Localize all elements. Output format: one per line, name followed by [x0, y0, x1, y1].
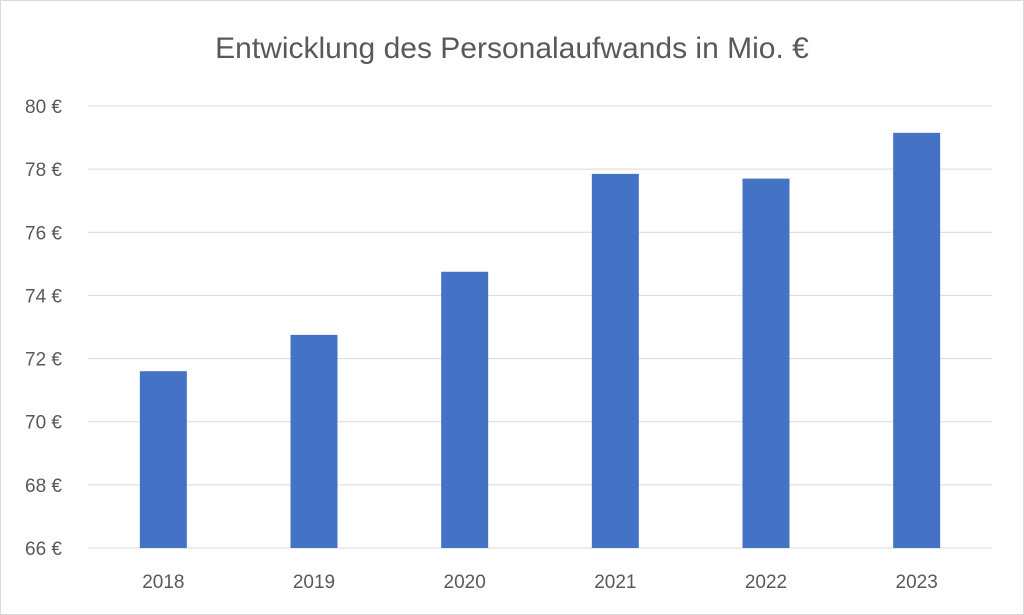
- x-tick-label: 2018: [142, 572, 184, 593]
- x-tick-label: 2023: [896, 572, 938, 593]
- x-axis-tick-labels: 2018 2019 2020 2021 2022 2023: [142, 572, 938, 593]
- bar-2019: [290, 334, 338, 548]
- x-tick-label: 2021: [594, 572, 636, 593]
- x-tick-label: 2020: [444, 572, 486, 593]
- y-axis-tick-labels: 66 € 68 € 70 € 72 € 74 € 76 € 78 € 80 €: [25, 97, 62, 560]
- y-tick-label: 78 €: [25, 160, 62, 181]
- gridlines: [88, 105, 992, 549]
- x-tick-label: 2022: [745, 572, 787, 593]
- bar-2023: [893, 132, 941, 549]
- x-tick-label: 2019: [293, 572, 335, 593]
- bar-2020: [441, 271, 489, 548]
- y-tick-label: 80 €: [25, 97, 62, 118]
- bar-2021: [591, 173, 639, 548]
- y-tick-label: 66 €: [25, 539, 62, 560]
- y-tick-label: 70 €: [25, 413, 62, 434]
- y-tick-label: 72 €: [25, 350, 62, 371]
- chart-title: Entwicklung des Personalaufwands in Mio.…: [215, 32, 809, 65]
- y-tick-label: 68 €: [25, 476, 62, 497]
- y-tick-label: 74 €: [25, 286, 62, 307]
- y-tick-label: 76 €: [25, 223, 62, 244]
- bar-2018: [139, 371, 187, 548]
- bar-2022: [742, 178, 790, 548]
- bars: [139, 132, 941, 549]
